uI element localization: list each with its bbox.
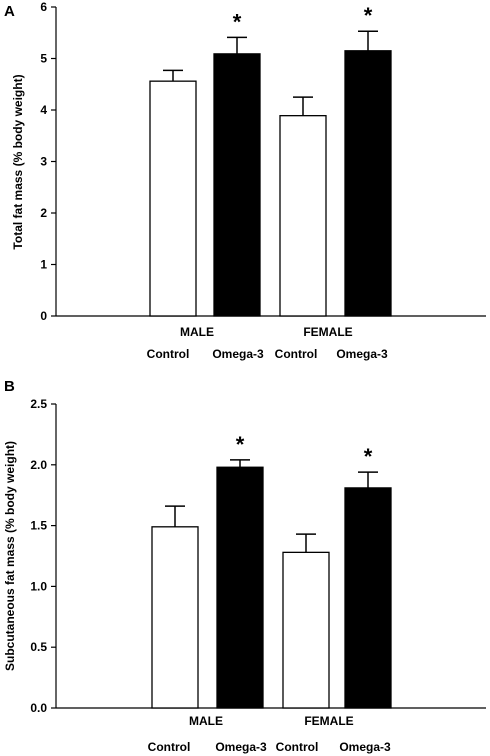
bar	[282, 551, 330, 709]
panel-label: B	[4, 378, 15, 395]
y-tick-label: 2.5	[30, 397, 47, 411]
y-tick-label: 0.0	[30, 701, 47, 715]
bar	[216, 466, 264, 709]
y-tick-label: 1.5	[30, 519, 47, 533]
bar	[344, 487, 392, 709]
significance-marker: *	[364, 3, 373, 28]
y-tick-label: 1.0	[30, 579, 47, 593]
y-tick-label: 4	[40, 103, 47, 117]
bar	[344, 50, 392, 317]
significance-marker: *	[364, 444, 373, 469]
y-tick-label: 3	[40, 155, 47, 169]
y-axis-title: Total fat mass (% body weight)	[11, 74, 25, 249]
group-label: MALE	[189, 714, 223, 728]
group-label: MALE	[180, 325, 214, 339]
series-label: Omega-3	[212, 347, 264, 361]
series-label: Omega-3	[215, 740, 267, 754]
series-label: Omega-3	[336, 347, 388, 361]
significance-marker: *	[233, 9, 242, 34]
bar	[149, 80, 197, 317]
series-label: Control	[147, 347, 190, 361]
series-label: Control	[275, 347, 318, 361]
y-tick-label: 2.0	[30, 458, 47, 472]
panel-b: B Subcutaneous fat mass (% body weight) …	[3, 378, 486, 754]
bar	[279, 115, 327, 317]
group-label: FEMALE	[303, 325, 352, 339]
y-axis-title: Subcutaneous fat mass (% body weight)	[3, 441, 17, 671]
y-tick-label: 0	[40, 309, 47, 323]
series-label: Control	[148, 740, 191, 754]
y-tick-label: 2	[40, 206, 47, 220]
series-label: Control	[276, 740, 319, 754]
y-tick-label: 1	[40, 258, 47, 272]
y-tick-label: 0.5	[30, 640, 47, 654]
panel-label: A	[4, 3, 15, 20]
series-label: Omega-3	[339, 740, 391, 754]
group-label: FEMALE	[304, 714, 353, 728]
panel-a: A Total fat mass (% body weight) 0 1 2 3 4 5 6…	[4, 0, 486, 361]
y-tick-label: 5	[40, 52, 47, 66]
bar	[213, 53, 261, 317]
significance-marker: *	[236, 432, 245, 457]
y-tick-label: 6	[40, 0, 47, 14]
bar	[151, 526, 199, 709]
